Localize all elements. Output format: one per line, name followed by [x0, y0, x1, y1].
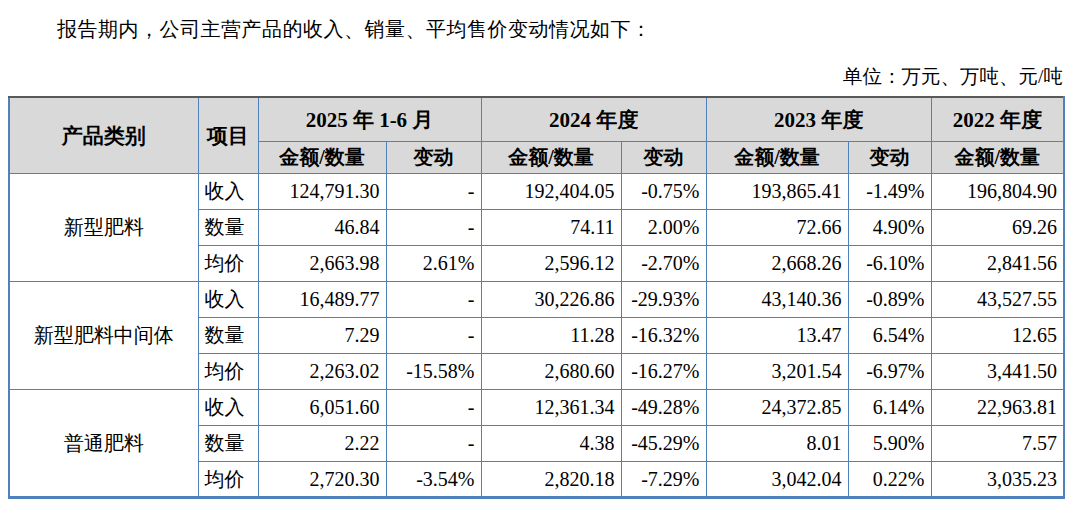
table-cell: -15.58%: [386, 354, 481, 390]
table-cell: 13.47: [706, 318, 848, 354]
item-label: 均价: [198, 354, 258, 390]
table-cell: -0.75%: [621, 174, 706, 210]
category-ordinary-fertilizer: 普通肥料: [9, 390, 198, 498]
header-item: 项目: [198, 97, 258, 174]
category-new-fertilizer: 新型肥料: [9, 174, 198, 282]
table-cell: 43,527.55: [931, 282, 1064, 318]
table-row: 新型肥料中间体 收入 16,489.77 - 30,226.86 -29.93%…: [9, 282, 1064, 318]
table-cell: -45.29%: [621, 426, 706, 462]
table-cell: 3,035.23: [931, 462, 1064, 498]
table-cell: -: [386, 390, 481, 426]
table-cell: -7.29%: [621, 462, 706, 498]
table-cell: 3,441.50: [931, 354, 1064, 390]
unit-note: 单位：万元、万吨、元/吨: [0, 63, 1063, 90]
table-cell: -1.49%: [848, 174, 931, 210]
table-cell: -2.70%: [621, 246, 706, 282]
table-cell: -3.54%: [386, 462, 481, 498]
table-row: 普通肥料 收入 6,051.60 - 12,361.34 -49.28% 24,…: [9, 390, 1064, 426]
header-amount-2023: 金额/数量: [706, 142, 848, 174]
table-cell: -: [386, 426, 481, 462]
table-cell: -0.89%: [848, 282, 931, 318]
table-cell: 196,804.90: [931, 174, 1064, 210]
table-cell: 46.84: [258, 210, 386, 246]
header-amount-2024: 金额/数量: [481, 142, 621, 174]
table-cell: 193,865.41: [706, 174, 848, 210]
table-cell: -: [386, 174, 481, 210]
header-period-2022: 2022 年度: [931, 97, 1064, 142]
table-cell: -49.28%: [621, 390, 706, 426]
table-cell: 2,720.30: [258, 462, 386, 498]
table-cell: 12,361.34: [481, 390, 621, 426]
item-label: 数量: [198, 318, 258, 354]
table-cell: 5.90%: [848, 426, 931, 462]
table-cell: 124,791.30: [258, 174, 386, 210]
item-label: 均价: [198, 462, 258, 498]
table-cell: 16,489.77: [258, 282, 386, 318]
table-cell: -16.32%: [621, 318, 706, 354]
item-label: 收入: [198, 282, 258, 318]
table-cell: 0.22%: [848, 462, 931, 498]
table-cell: 6,051.60: [258, 390, 386, 426]
table-cell: 43,140.36: [706, 282, 848, 318]
table-cell: 6.14%: [848, 390, 931, 426]
table-cell: -6.97%: [848, 354, 931, 390]
table-cell: 74.11: [481, 210, 621, 246]
table-row: 新型肥料 收入 124,791.30 - 192,404.05 -0.75% 1…: [9, 174, 1064, 210]
table-cell: 11.28: [481, 318, 621, 354]
table-cell: 2,663.98: [258, 246, 386, 282]
table-cell: 2,820.18: [481, 462, 621, 498]
table-cell: -29.93%: [621, 282, 706, 318]
item-label: 收入: [198, 174, 258, 210]
table-cell: 2,263.02: [258, 354, 386, 390]
table-cell: 2,841.56: [931, 246, 1064, 282]
table-cell: 24,372.85: [706, 390, 848, 426]
header-row-periods: 产品类别 项目 2025 年 1-6 月 2024 年度 2023 年度 202…: [9, 97, 1064, 142]
table-cell: -6.10%: [848, 246, 931, 282]
table-cell: 6.54%: [848, 318, 931, 354]
table-cell: 3,042.04: [706, 462, 848, 498]
category-new-fertilizer-intermediate: 新型肥料中间体: [9, 282, 198, 390]
table-cell: 3,201.54: [706, 354, 848, 390]
item-label: 数量: [198, 210, 258, 246]
header-amount-2022: 金额/数量: [931, 142, 1064, 174]
item-label: 数量: [198, 426, 258, 462]
section-intro-text: 报告期内，公司主营产品的收入、销量、平均售价变动情况如下：: [57, 16, 1072, 43]
table-cell: 2,680.60: [481, 354, 621, 390]
table-cell: -: [386, 282, 481, 318]
table-cell: 72.66: [706, 210, 848, 246]
header-change-2023: 变动: [848, 142, 931, 174]
table-cell: 69.26: [931, 210, 1064, 246]
header-change-2025: 变动: [386, 142, 481, 174]
table-cell: 7.29: [258, 318, 386, 354]
table-cell: 12.65: [931, 318, 1064, 354]
header-change-2024: 变动: [621, 142, 706, 174]
header-product-category: 产品类别: [9, 97, 198, 174]
table-cell: 4.38: [481, 426, 621, 462]
table-cell: 192,404.05: [481, 174, 621, 210]
product-change-table: 产品类别 项目 2025 年 1-6 月 2024 年度 2023 年度 202…: [8, 96, 1065, 499]
header-period-2023: 2023 年度: [706, 97, 931, 142]
item-label: 收入: [198, 390, 258, 426]
table-cell: 2.61%: [386, 246, 481, 282]
table-cell: 8.01: [706, 426, 848, 462]
table-cell: 2.22: [258, 426, 386, 462]
table-cell: 2.00%: [621, 210, 706, 246]
table-cell: -: [386, 318, 481, 354]
header-period-2025: 2025 年 1-6 月: [258, 97, 481, 142]
header-period-2024: 2024 年度: [481, 97, 706, 142]
table-cell: 2,596.12: [481, 246, 621, 282]
table-cell: 22,963.81: [931, 390, 1064, 426]
table-cell: -: [386, 210, 481, 246]
table-cell: 2,668.26: [706, 246, 848, 282]
document-page: 报告期内，公司主营产品的收入、销量、平均售价变动情况如下： 单位：万元、万吨、元…: [0, 16, 1072, 514]
table-cell: 30,226.86: [481, 282, 621, 318]
item-label: 均价: [198, 246, 258, 282]
table-cell: 7.57: [931, 426, 1064, 462]
table-cell: -16.27%: [621, 354, 706, 390]
table-cell: 4.90%: [848, 210, 931, 246]
header-amount-2025: 金额/数量: [258, 142, 386, 174]
